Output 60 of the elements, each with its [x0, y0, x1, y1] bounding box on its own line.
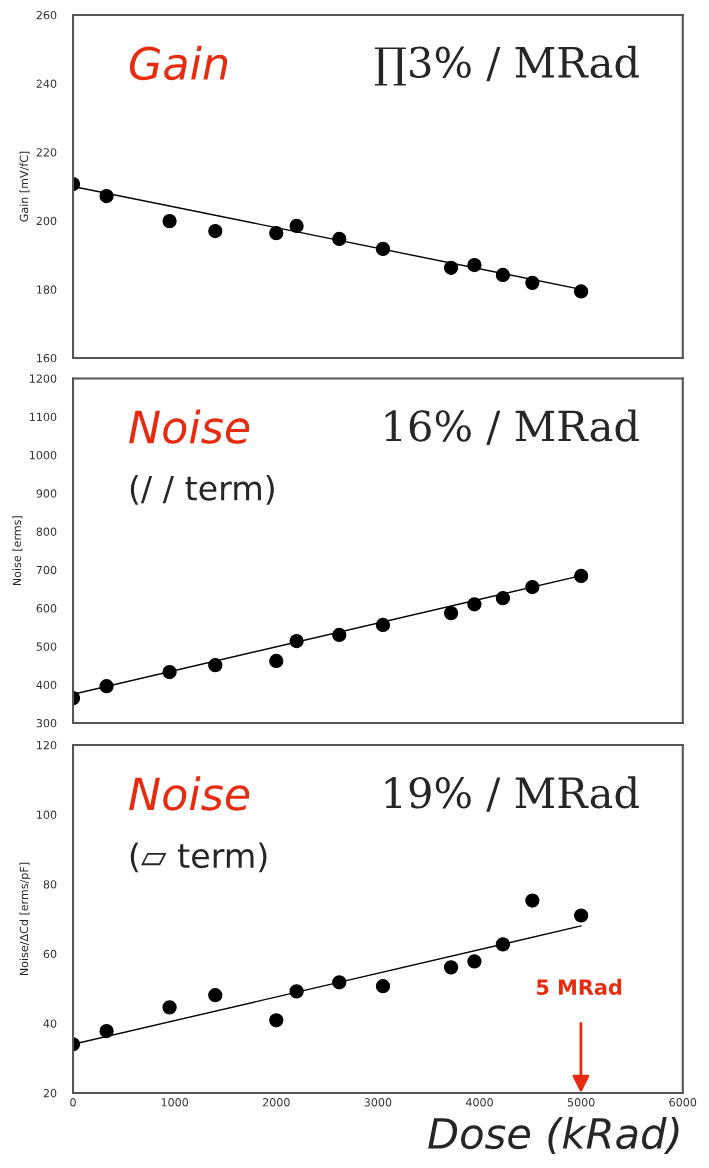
y-axis-title: Noise [erms]: [12, 516, 23, 586]
point: [162, 1000, 177, 1015]
x-tick-label: 5000: [567, 1098, 595, 1107]
annotation: 19% / MRad: [385, 776, 639, 812]
y-tick-label: 300: [36, 718, 57, 728]
x-tick-label: 3000: [364, 1098, 392, 1107]
y-tick-label: 100: [37, 810, 57, 819]
y-tick-label: 200: [36, 216, 57, 226]
y-tick-label: 1200: [30, 374, 57, 383]
point: [443, 960, 459, 975]
point: [269, 226, 284, 241]
y-axis-title: Gain [mV/fC]: [19, 151, 30, 222]
annotation: (▱ term): [130, 842, 267, 873]
point: [443, 260, 459, 275]
point: [269, 653, 284, 669]
annotation: (/ / term): [130, 474, 274, 505]
point: [208, 988, 223, 1003]
annotation: 5 MRad: [536, 978, 622, 995]
y-tick-label: 160: [37, 353, 57, 363]
annotation: 16% / MRad: [385, 409, 639, 445]
point: [574, 908, 589, 923]
point: [162, 214, 177, 229]
y-axis-title: Noise/ΔCd [erms/pF]: [19, 862, 31, 975]
x-tick-label: 2000: [262, 1098, 290, 1107]
point: [375, 979, 391, 994]
y-tick-label: 60: [43, 949, 57, 959]
y-tick-label: 1100: [30, 412, 57, 422]
x-tick-label: 6000: [669, 1098, 697, 1107]
point: [574, 284, 589, 299]
point: [269, 1013, 284, 1028]
y-tick-label: 700: [36, 565, 57, 575]
point: [289, 218, 304, 234]
point: [574, 568, 589, 584]
y-tick-label: 120: [37, 740, 57, 750]
point: [525, 893, 540, 908]
y-tick-label: 600: [36, 604, 57, 613]
y-tick-label: 500: [36, 642, 57, 651]
y-tick-label: 240: [36, 79, 57, 88]
point: [443, 606, 459, 621]
point: [208, 223, 223, 239]
annotation: ∏3% / MRad: [374, 45, 639, 86]
y-tick-label: 260: [36, 10, 57, 20]
x-tick-label: 4000: [465, 1098, 493, 1107]
annotation: Noise: [129, 409, 250, 444]
y-tick-label: 40: [43, 1019, 57, 1028]
point: [99, 1023, 114, 1039]
point: [467, 954, 482, 969]
x-axis-title: Dose (kRad): [428, 1116, 679, 1155]
y-tick-label: 180: [37, 285, 57, 294]
x-tick-label: 1000: [161, 1098, 189, 1107]
y-tick-label: 220: [36, 148, 57, 157]
x-tick-label: 0: [70, 1098, 76, 1107]
y-tick-label: 400: [36, 680, 57, 690]
annotation: Noise: [129, 776, 250, 811]
y-tick-label: 900: [36, 489, 57, 498]
y-tick-label: 20: [43, 1088, 57, 1098]
y-tick-label: 80: [43, 880, 57, 889]
y-tick-label: 800: [36, 527, 57, 536]
y-tick-label: 1000: [30, 450, 57, 460]
annotation: Gain: [129, 45, 228, 81]
